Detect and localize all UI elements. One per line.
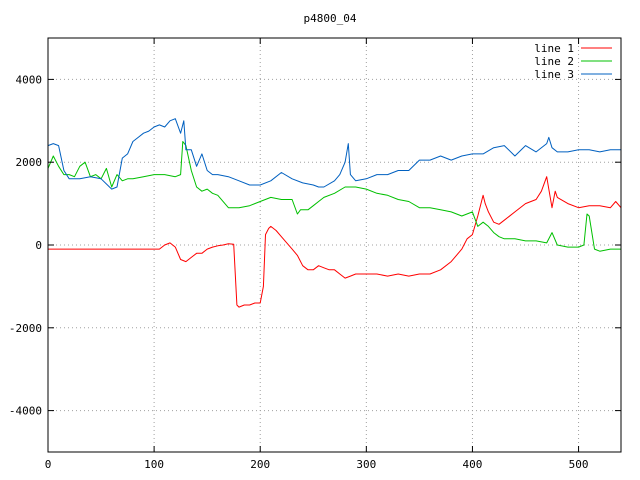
y-tick-label: -4000 — [9, 405, 42, 418]
legend-label-3: line 3 — [534, 68, 574, 81]
legend-label-2: line 2 — [534, 55, 574, 68]
y-tick-label: 2000 — [16, 156, 43, 169]
series-line-2 — [47, 141, 621, 252]
series-line-1 — [48, 176, 622, 308]
series-layer — [47, 118, 622, 308]
x-tick-label: 300 — [356, 458, 376, 471]
series-line-3 — [47, 118, 621, 190]
chart-title: p4800_04 — [304, 12, 357, 25]
x-tick-label: 200 — [250, 458, 270, 471]
x-tick-label: 0 — [45, 458, 52, 471]
x-tick-label: 500 — [569, 458, 589, 471]
x-tick-label: 400 — [463, 458, 483, 471]
axis-ticks: 0 100 200 300 400 500 -4000 -2000 0 2000 4000 — [9, 38, 621, 471]
y-tick-label: 4000 — [16, 73, 43, 86]
plot-frame — [47, 37, 622, 453]
y-tick-label: -2000 — [9, 322, 42, 335]
x-tick-label: 100 — [144, 458, 164, 471]
grid — [48, 38, 621, 452]
legend-label-1: line 1 — [534, 42, 574, 55]
y-tick-label: 0 — [35, 239, 42, 252]
